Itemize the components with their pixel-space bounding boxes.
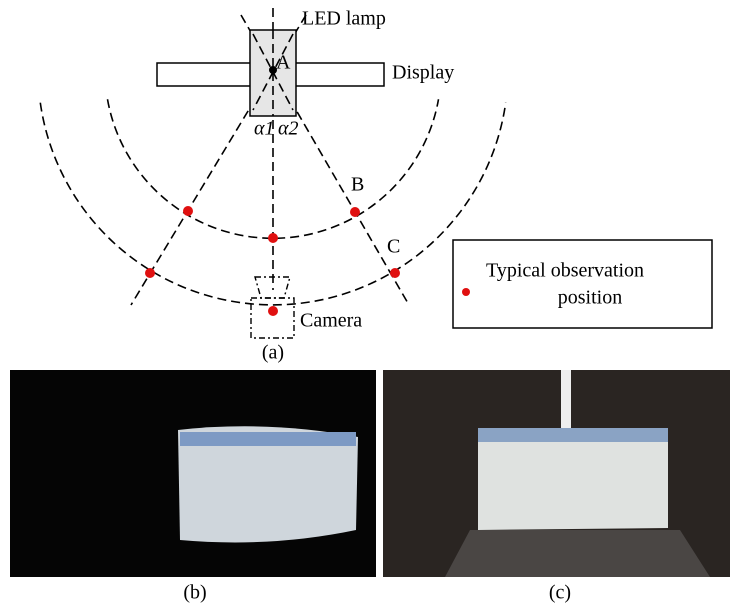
caption: (c)	[549, 582, 571, 604]
camera-label: Camera	[300, 310, 362, 332]
caption: (a)	[262, 342, 284, 364]
point-label: A	[276, 52, 291, 74]
legend-text: position	[558, 287, 622, 309]
observation-point	[268, 306, 278, 316]
legend-text: Typical observation	[486, 260, 644, 282]
angle-label: α2	[278, 118, 299, 140]
observation-point	[183, 206, 193, 216]
figure: LED lamp Display A α1 α2 B C Camera Typi…	[0, 0, 737, 606]
lamp-label: LED lamp	[302, 8, 386, 30]
display-label: Display	[392, 62, 454, 84]
legend-box	[453, 240, 712, 328]
legend-marker	[462, 288, 470, 296]
point-label: C	[387, 236, 400, 258]
observation-point	[145, 268, 155, 278]
point-label: B	[351, 174, 364, 196]
observation-point	[350, 207, 360, 217]
angle-label: α1	[254, 118, 275, 140]
photo-toolbar	[478, 428, 668, 442]
photo-toolbar	[180, 432, 356, 446]
photo-pole	[561, 370, 571, 428]
caption: (b)	[183, 582, 206, 604]
observation-point	[268, 233, 278, 243]
photo-screen	[478, 428, 668, 530]
observation-point	[390, 268, 400, 278]
photo-keyboard	[445, 530, 710, 577]
